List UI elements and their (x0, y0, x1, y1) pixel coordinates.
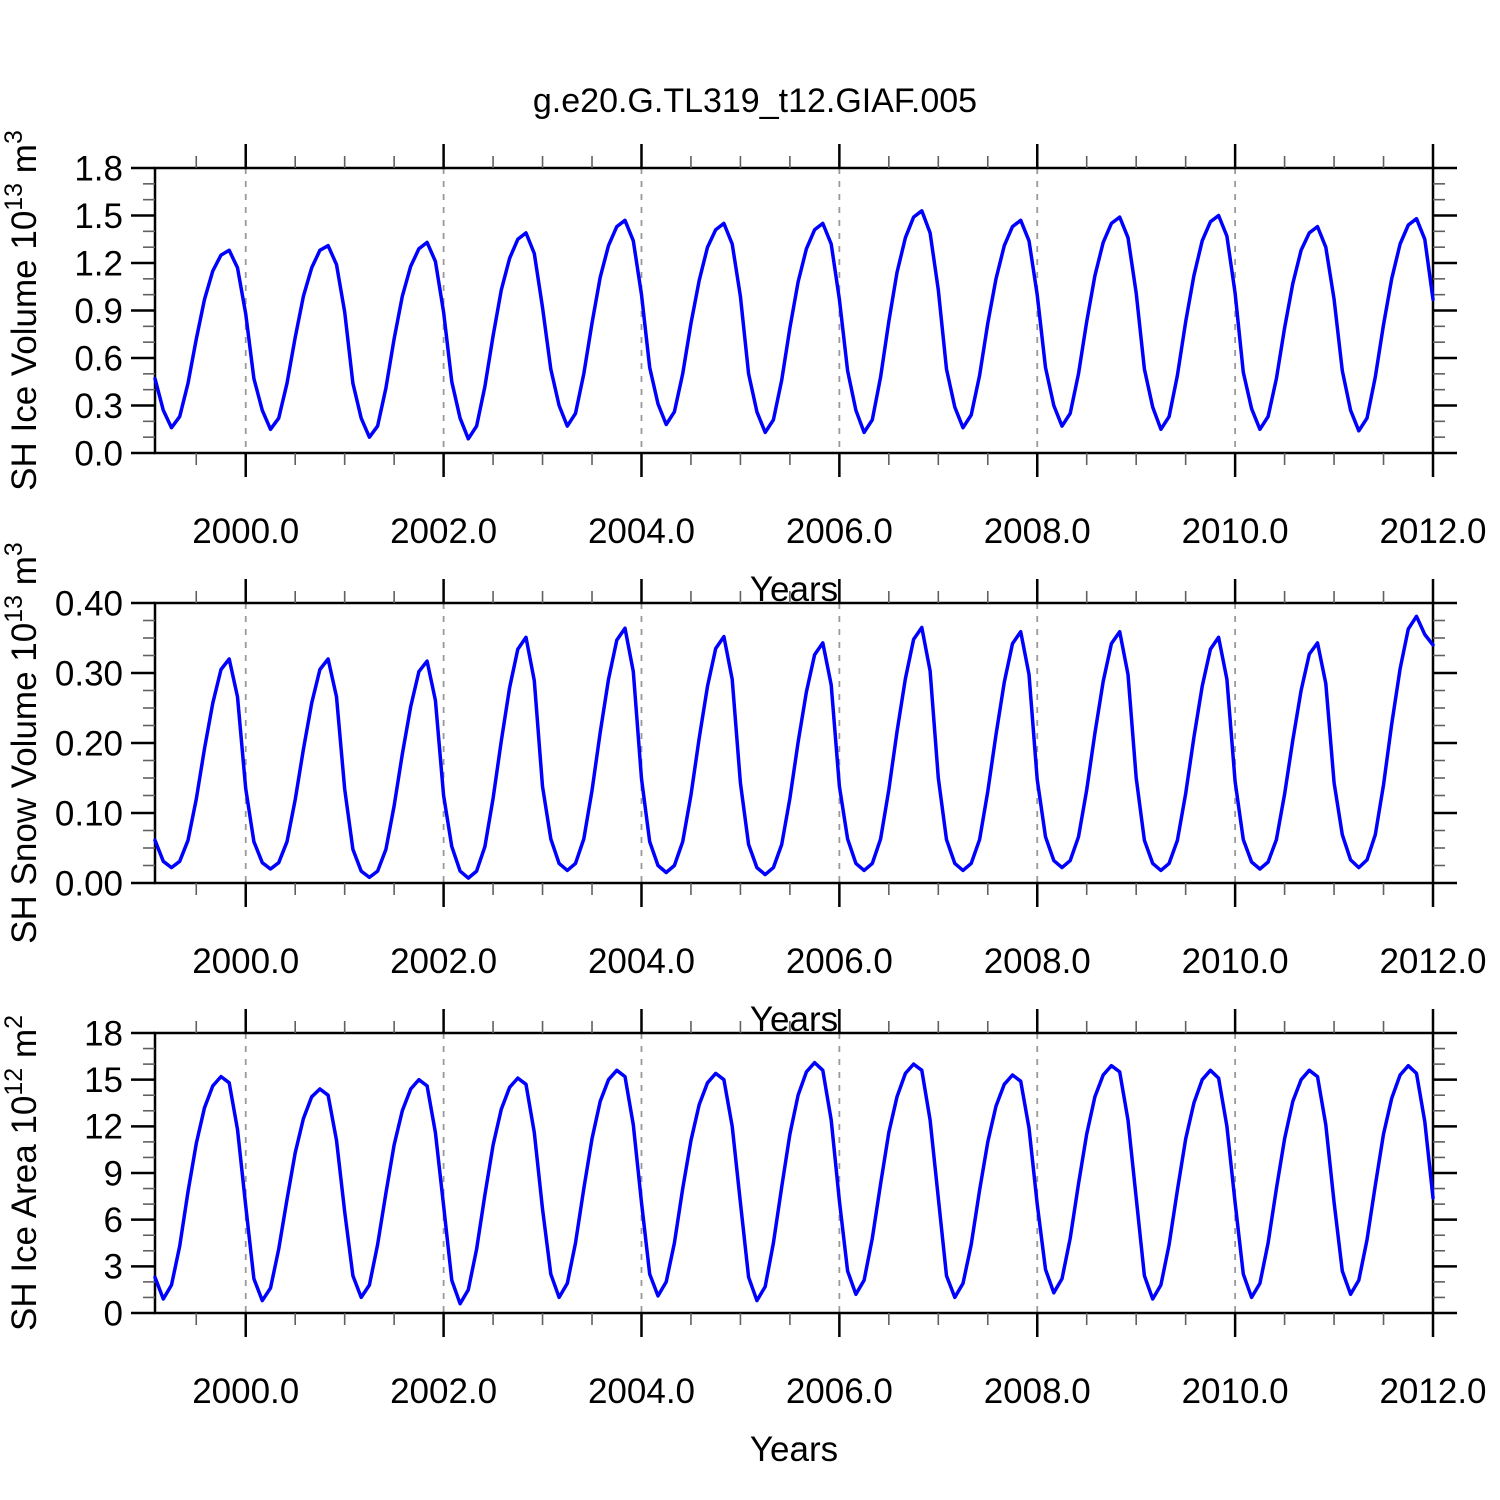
x-tick-label: 2002.0 (390, 512, 497, 551)
x-tick-label: 2000.0 (192, 512, 299, 551)
y-tick-label: 0.9 (74, 292, 123, 331)
plot-frame (153, 601, 1435, 885)
x-tick-label: 2006.0 (786, 1372, 893, 1411)
y-tick-label: 1.8 (74, 149, 123, 188)
x-tick-label: 2004.0 (588, 942, 695, 981)
x-tick-label: 2004.0 (588, 512, 695, 551)
y-tick-label: 0.40 (55, 584, 123, 623)
y-tick-label: 12 (84, 1108, 123, 1147)
panel-sh-snow-volume: 2000.0 2002.0 2004.0 2006.0 2008.0 2010.0 2012… (0, 542, 1487, 1039)
series-line-sh-ice-area (153, 1060, 1435, 1306)
y-tick-label: 0.3 (74, 387, 123, 426)
y-axis-title: SH Ice Volume 1013 m3 (0, 130, 44, 491)
x-tick-label: 2008.0 (984, 512, 1091, 551)
y-tick-label: 1.5 (74, 197, 123, 236)
panel-sh-ice-area: 2000.0 2002.0 2004.0 2006.0 2008.0 2010.0 2012… (0, 1009, 1487, 1469)
panel-sh-ice-volume: 2000.0 2002.0 2004.0 2006.0 2008.0 2010.0 2012… (0, 130, 1487, 609)
x-tick-label: 2012.0 (1379, 942, 1486, 981)
x-tick-label: 2006.0 (786, 512, 893, 551)
x-tick-label: 2008.0 (984, 1372, 1091, 1411)
x-tick-label: 2010.0 (1182, 512, 1289, 551)
y-tick-label: 0.0 (74, 434, 123, 473)
x-axis-title: Years (750, 1430, 838, 1469)
y-tick-label: 15 (84, 1061, 123, 1100)
y-axis-title: SH Snow Volume 1013 m3 (0, 542, 44, 944)
y-axis-title: SH Ice Area 1012 m2 (0, 1015, 44, 1331)
y-tick-label: 0.00 (55, 864, 123, 903)
x-tick-label: 2012.0 (1379, 1372, 1486, 1411)
x-tick-label: 2002.0 (390, 1372, 497, 1411)
y-tick-label: 0.20 (55, 724, 123, 763)
y-tick-label: 1.2 (74, 244, 123, 283)
y-tick-label: 0.6 (74, 339, 123, 378)
y-tick-label: 0.10 (55, 794, 123, 833)
x-tick-label: 2000.0 (192, 942, 299, 981)
x-tick-label: 2008.0 (984, 942, 1091, 981)
x-tick-label: 2002.0 (390, 942, 497, 981)
series-line-sh-snow-volume (153, 614, 1435, 880)
y-tick-label: 0 (104, 1294, 123, 1333)
y-tick-label: 6 (104, 1201, 123, 1240)
x-tick-label: 2010.0 (1182, 942, 1289, 981)
x-tick-label: 2000.0 (192, 1372, 299, 1411)
y-tick-label: 9 (104, 1154, 123, 1193)
y-tick-label: 18 (84, 1014, 123, 1053)
figure-title: g.e20.G.TL319_t12.GIAF.005 (533, 82, 977, 120)
x-tick-label: 2004.0 (588, 1372, 695, 1411)
y-tick-label: 0.30 (55, 654, 123, 693)
x-tick-label: 2010.0 (1182, 1372, 1289, 1411)
series-line-sh-ice-volume (153, 209, 1435, 441)
x-tick-label: 2012.0 (1379, 512, 1486, 551)
y-tick-label: 3 (104, 1248, 123, 1287)
x-tick-label: 2006.0 (786, 942, 893, 981)
